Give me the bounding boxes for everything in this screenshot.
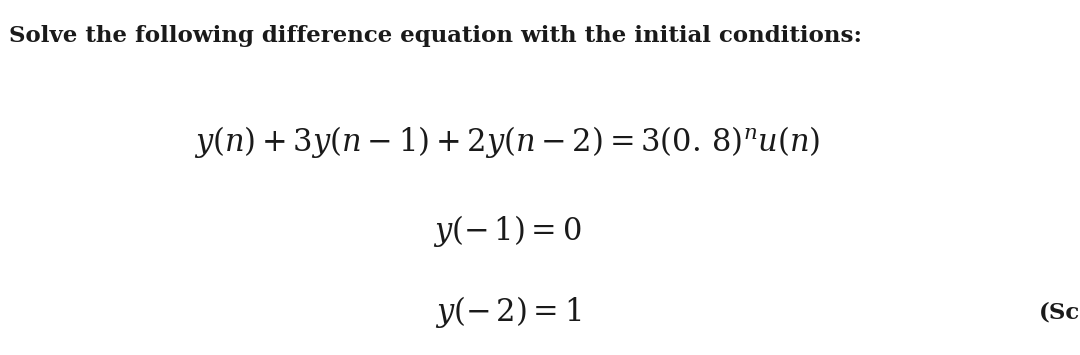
Text: Solve the following difference equation with the initial conditions:: Solve the following difference equation … (9, 25, 862, 47)
Text: $\mathit{y}(\mathit{n}) + 3\mathit{y}(\mathit{n} - 1) + 2\mathit{y}(\mathit{n} -: $\mathit{y}(\mathit{n}) + 3\mathit{y}(\m… (194, 124, 821, 160)
Text: (Scor: (Scor (1039, 301, 1080, 323)
Text: $\mathit{y}(-\, 1) = 0$: $\mathit{y}(-\, 1) = 0$ (433, 213, 582, 249)
Text: $\mathit{y}(-\, 2) = 1$: $\mathit{y}(-\, 2) = 1$ (434, 294, 581, 331)
